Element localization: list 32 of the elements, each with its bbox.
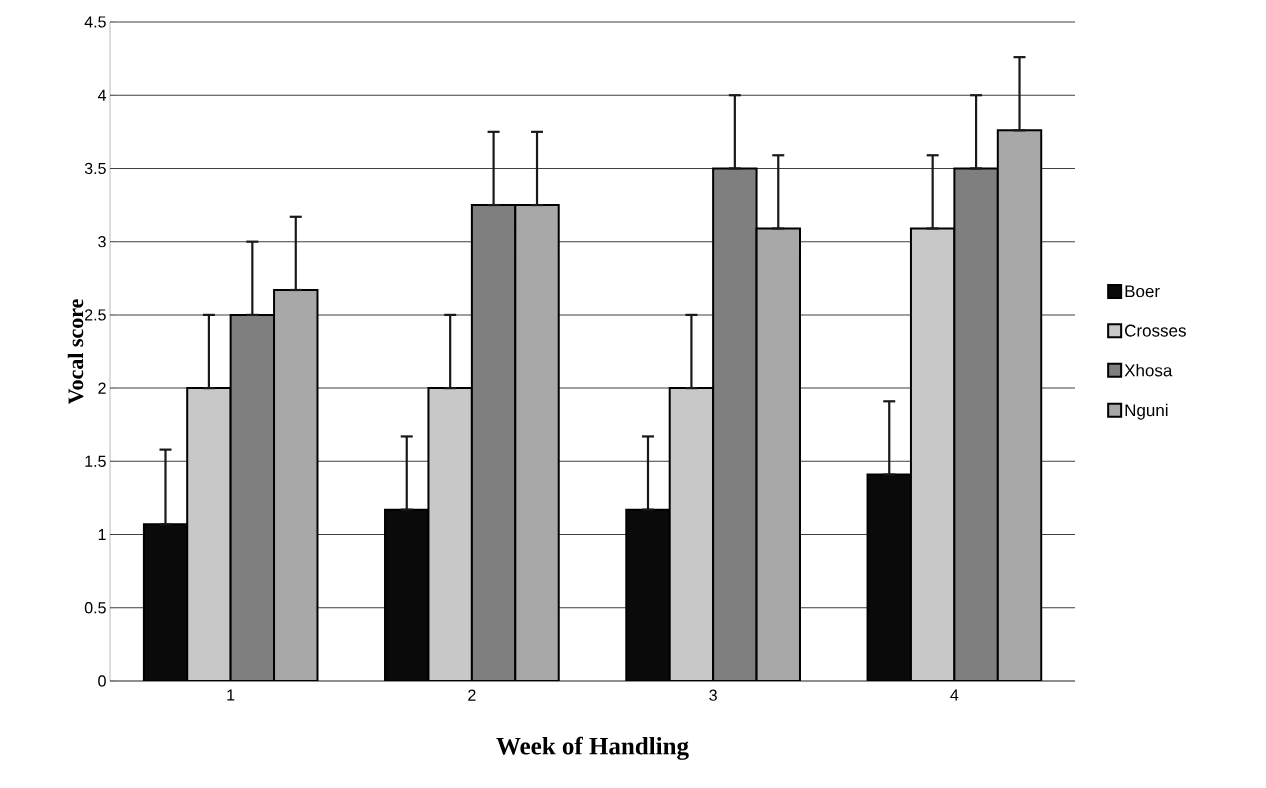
x-tick-label: 2	[468, 689, 476, 701]
y-tick-label: 0.5	[84, 602, 106, 614]
y-tick-label: 2.5	[85, 309, 106, 321]
legend-label: Boer	[1125, 285, 1160, 298]
bar	[953, 167, 999, 681]
legend-label: Nguni	[1125, 403, 1168, 420]
x-tick-label: 3	[709, 689, 717, 701]
bar	[470, 204, 517, 681]
y-tick-label: 1.5	[85, 455, 106, 467]
y-tick-label: 4	[97, 89, 106, 101]
legend-label: Xhosa	[1124, 363, 1173, 377]
bar	[996, 129, 1043, 681]
y-tick-label: 3.5	[84, 162, 106, 175]
x-tick-label: 4	[950, 689, 959, 701]
bar	[514, 204, 560, 681]
bar	[712, 167, 758, 681]
y-tick-label: 4.5	[84, 16, 106, 28]
bar	[755, 227, 801, 681]
bar	[229, 313, 276, 681]
x-axis-title: Week of Handling	[496, 736, 689, 760]
bar	[909, 227, 956, 681]
x-tick-label: 1	[227, 689, 235, 701]
y-axis-title: Vocal score	[67, 299, 84, 405]
y-tick-label: 3	[98, 236, 106, 248]
y-tick-label: 1	[98, 529, 106, 541]
bar	[668, 387, 715, 681]
bar	[186, 387, 232, 681]
bar	[427, 387, 473, 681]
y-tick-label: 0	[98, 675, 106, 687]
y-tick-label: 2	[98, 382, 106, 394]
legend-label: Crosses	[1125, 324, 1186, 337]
bar	[273, 289, 319, 681]
